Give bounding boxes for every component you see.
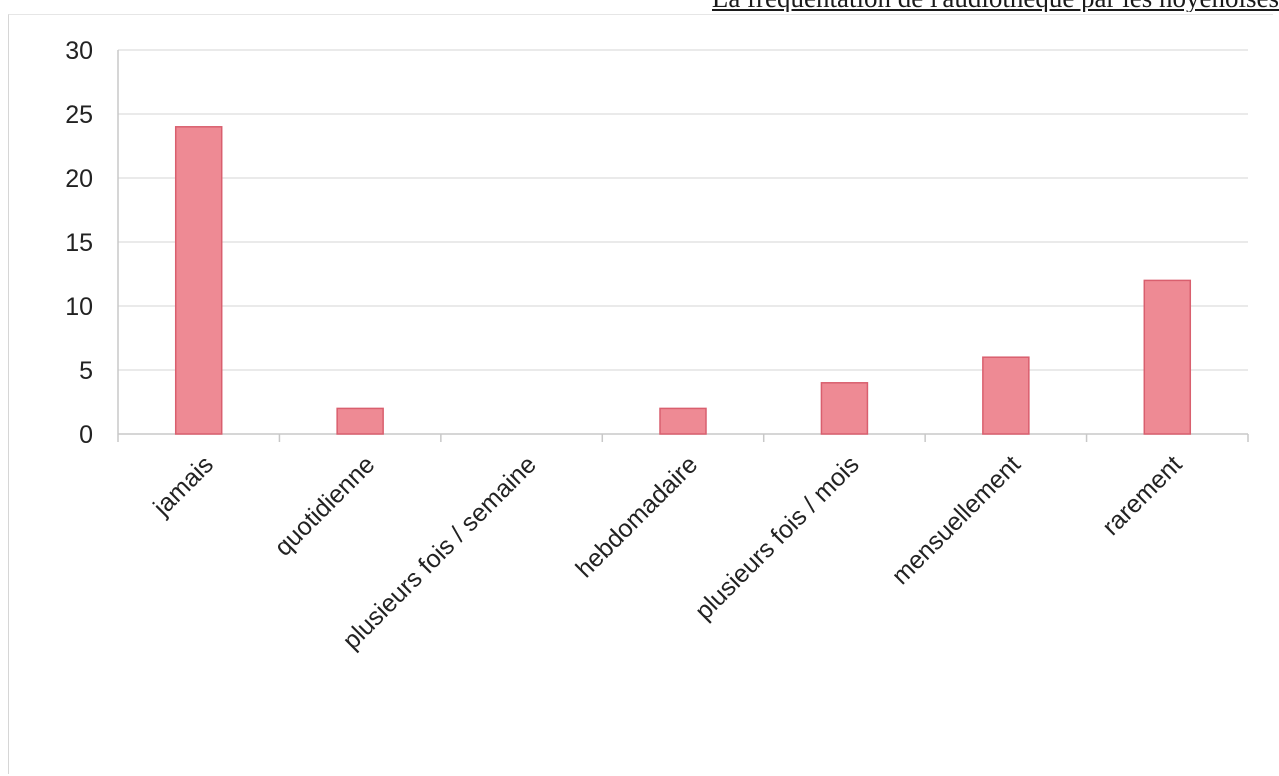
bar-0	[174, 126, 223, 435]
bar-1	[336, 407, 384, 435]
x-tick-label: hebdomadaire	[570, 450, 703, 583]
bar-3	[659, 407, 707, 435]
y-tick-label: 25	[65, 101, 93, 129]
x-tick-label: rarement	[1097, 450, 1188, 541]
chart-frame	[8, 14, 1273, 774]
bars	[174, 126, 1192, 435]
bar-6	[1143, 279, 1192, 435]
y-tick-label: 10	[65, 293, 93, 321]
x-tick-label: plusieurs fois / mois	[690, 450, 865, 625]
x-tick-label: jamais	[147, 450, 219, 522]
bar-5	[982, 356, 1030, 435]
y-tick-label: 20	[65, 165, 93, 193]
x-tick-label: mensuellement	[886, 450, 1026, 590]
bar-4	[820, 382, 869, 435]
y-tick-labels: 0 5 10 15 20 25 30	[65, 37, 93, 449]
y-tick-label: 5	[79, 357, 93, 385]
page-title: La fréquentation de l'audiothèque par le…	[712, 0, 1279, 12]
y-tick-label: 30	[65, 37, 93, 65]
gridlines	[118, 49, 1248, 371]
y-tick-label: 0	[79, 421, 93, 449]
x-tick-label: quotidienne	[269, 450, 380, 561]
y-tick-label: 15	[65, 229, 93, 257]
axes	[117, 50, 1249, 442]
